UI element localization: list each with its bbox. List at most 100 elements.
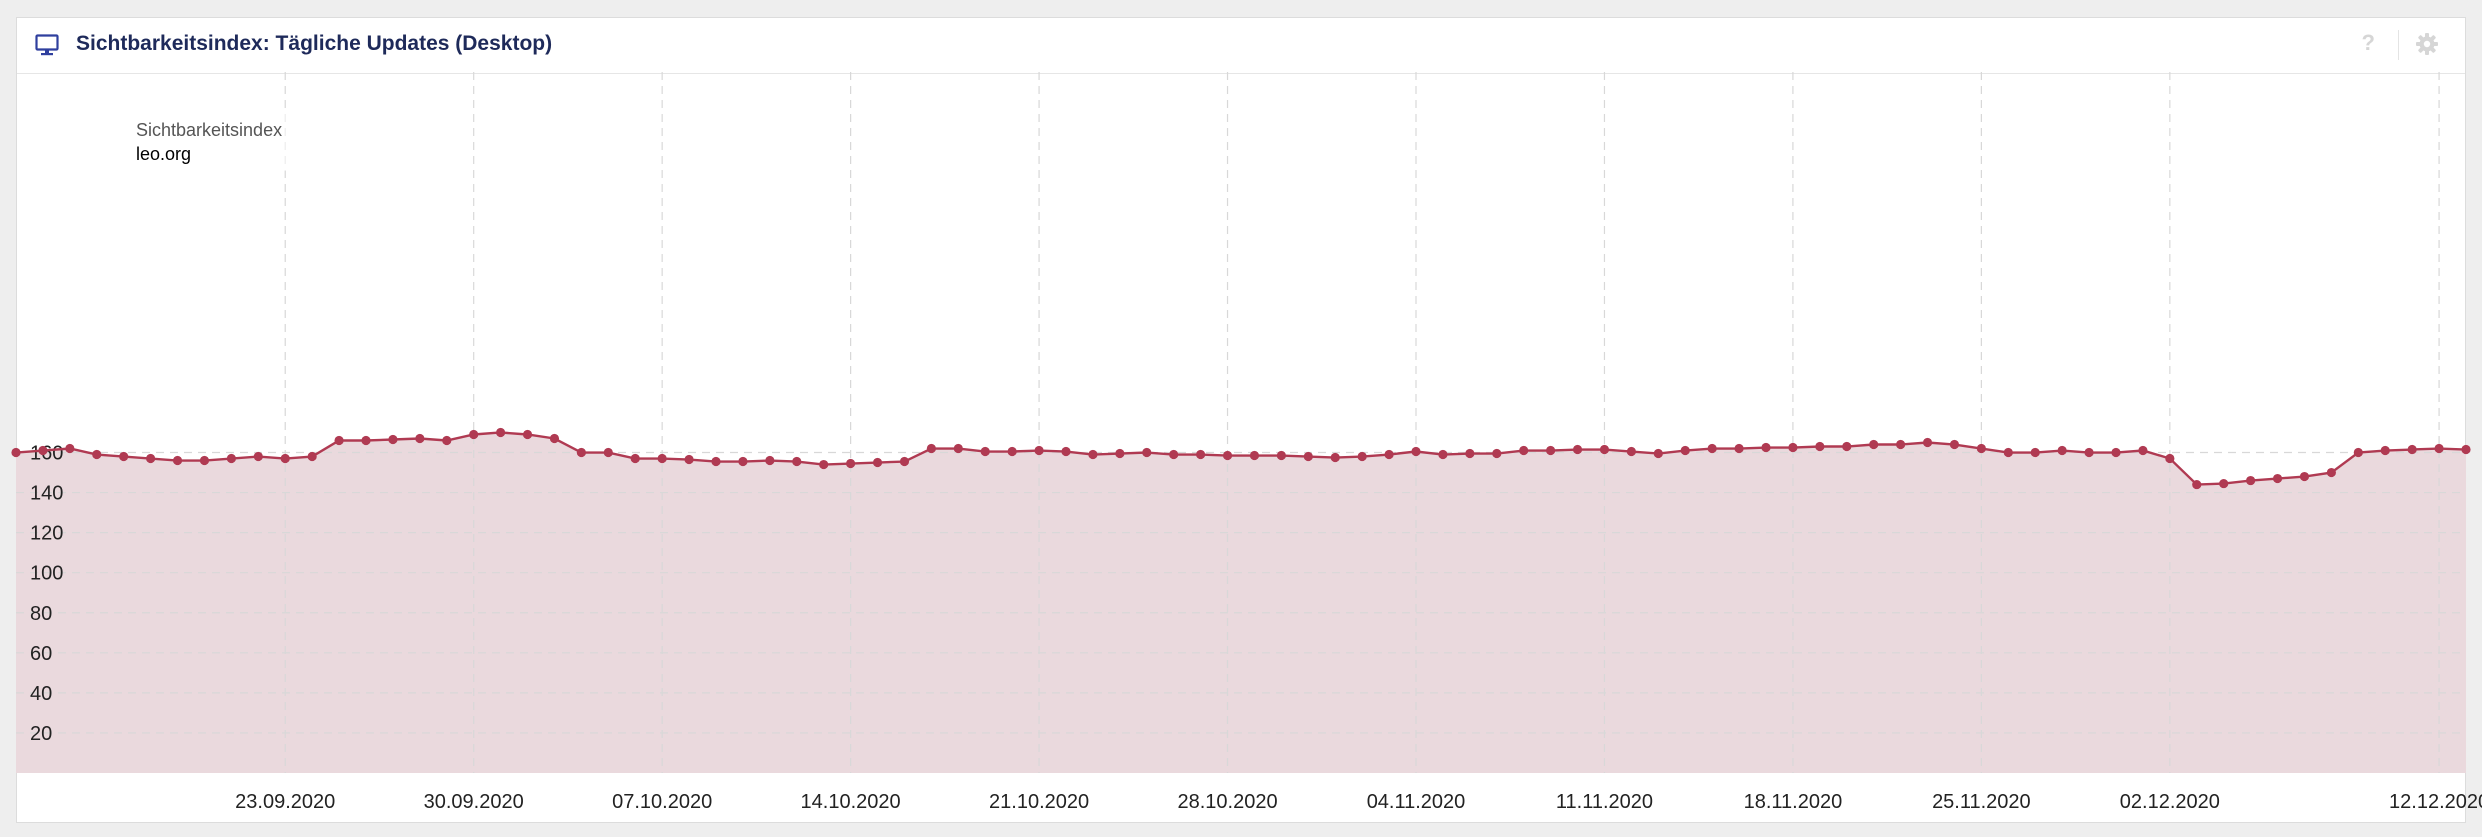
data-point[interactable] [899,456,910,467]
data-point[interactable] [872,457,883,468]
data-point[interactable] [1411,446,1421,457]
data-point[interactable] [1815,441,1825,452]
data-point[interactable] [819,459,829,470]
data-point[interactable] [1438,449,1448,460]
data-point[interactable] [1869,439,1879,450]
data-point[interactable] [1384,449,1394,460]
data-point[interactable] [2246,475,2256,486]
data-point[interactable] [1896,439,1906,450]
data-point[interactable] [361,435,371,446]
data-point[interactable] [1115,448,1125,459]
data-point[interactable] [1546,445,1556,456]
data-point[interactable] [1788,442,1798,453]
data-point[interactable] [549,433,560,444]
data-point[interactable] [1249,450,1260,461]
data-point[interactable] [1330,452,1340,463]
y-tick-label: 160 [30,443,63,465]
x-tick-label: 21.10.2020 [989,791,1089,813]
data-point[interactable] [576,447,586,458]
data-point[interactable] [980,446,990,457]
data-point[interactable] [2219,478,2229,489]
data-point[interactable] [1007,446,1017,457]
data-point[interactable] [1680,445,1690,456]
data-point[interactable] [603,447,613,458]
data-point[interactable] [307,451,317,462]
data-point[interactable] [953,443,963,454]
data-point[interactable] [388,434,398,445]
data-point[interactable] [442,435,452,446]
data-point[interactable] [2380,445,2390,456]
data-point[interactable] [2057,445,2067,456]
data-point[interactable] [1169,449,1179,460]
data-point[interactable] [1061,446,1071,457]
data-point[interactable] [1196,449,1206,460]
data-point[interactable] [2111,447,2121,458]
data-point[interactable] [334,435,344,446]
data-point[interactable] [711,456,721,467]
data-point[interactable] [1142,447,1152,458]
data-point[interactable] [38,445,48,456]
data-point[interactable] [253,451,263,462]
data-point[interactable] [2003,447,2013,458]
data-point[interactable] [1276,450,1286,461]
help-icon[interactable]: ? [2361,30,2375,55]
data-point[interactable] [65,443,75,454]
data-point[interactable] [1492,448,1502,459]
x-tick-label: 02.12.2020 [2120,791,2220,813]
data-point[interactable] [2272,473,2283,484]
data-point[interactable] [172,455,183,466]
data-point[interactable] [415,433,425,444]
data-point[interactable] [792,456,802,467]
data-point[interactable] [1734,443,1744,454]
data-point[interactable] [1949,439,1960,450]
data-point[interactable] [2326,467,2336,478]
data-point[interactable] [469,429,479,440]
data-point[interactable] [2138,445,2148,456]
data-point[interactable] [1034,445,1044,456]
data-point[interactable] [2434,443,2444,454]
data-point[interactable] [1572,444,1583,455]
data-point[interactable] [2299,471,2310,482]
data-point[interactable] [146,453,156,464]
data-point[interactable] [846,458,856,469]
data-point[interactable] [1976,443,1986,454]
data-point[interactable] [280,453,290,464]
data-point[interactable] [2407,444,2417,455]
data-point[interactable] [2192,479,2202,490]
data-point[interactable] [1653,448,1663,459]
data-point[interactable] [1519,445,1529,456]
data-point[interactable] [1303,451,1313,462]
data-point[interactable] [926,443,936,454]
data-point[interactable] [1465,448,1475,459]
data-point[interactable] [630,453,640,464]
data-point[interactable] [1357,451,1367,462]
data-point[interactable] [765,455,775,466]
y-tick-label: 20 [30,723,52,745]
data-point[interactable] [2030,447,2040,458]
data-point[interactable] [1707,443,1717,454]
data-point[interactable] [226,453,236,464]
data-point[interactable] [2353,447,2363,458]
data-point[interactable] [496,427,506,438]
data-point[interactable] [684,454,694,465]
data-point[interactable] [119,451,129,462]
data-point[interactable] [92,449,102,460]
data-point[interactable] [199,455,210,466]
data-point[interactable] [738,456,748,467]
data-point[interactable] [1088,449,1098,460]
data-point[interactable] [1922,437,1933,448]
data-point[interactable] [1599,444,1610,455]
data-point[interactable] [2084,447,2094,458]
data-point[interactable] [1761,442,1771,453]
data-point[interactable] [1222,450,1233,461]
x-tick-label: 23.09.2020 [235,791,335,813]
data-point[interactable] [1842,441,1852,452]
y-tick-label: 140 [30,483,63,505]
data-point[interactable] [2165,453,2175,464]
data-point[interactable] [11,447,21,458]
data-point[interactable] [1626,446,1636,457]
data-point[interactable] [657,453,667,464]
data-point[interactable] [2461,444,2471,455]
data-point[interactable] [522,429,533,440]
gear-icon[interactable] [2415,32,2439,56]
